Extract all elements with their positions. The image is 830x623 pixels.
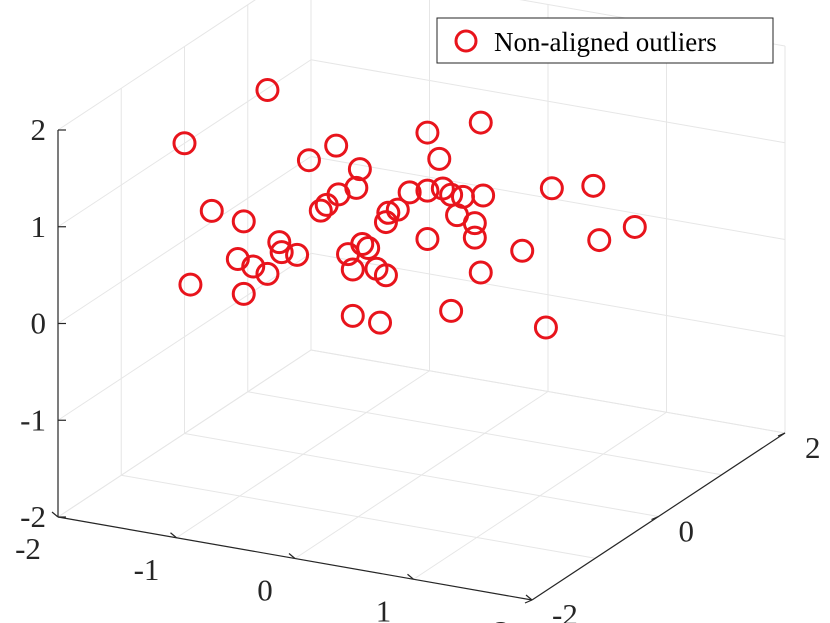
z-tick-label: 1 [31, 209, 47, 244]
data-point [373, 263, 398, 288]
data-point [285, 242, 310, 267]
data-point [172, 131, 197, 156]
data-point [324, 133, 349, 158]
data-point [178, 272, 203, 297]
data-point [356, 235, 381, 260]
axes [51, 129, 786, 604]
data-point [199, 198, 224, 223]
x-tick-label: -2 [15, 531, 41, 566]
grid-line [57, 59, 312, 228]
y-tick-label: -2 [552, 597, 578, 623]
data-point [255, 261, 280, 286]
y-tick-label: 2 [805, 430, 821, 465]
x-tick-mark [525, 594, 533, 601]
data-point [225, 247, 250, 272]
z-tick-label: -1 [20, 402, 46, 437]
legend-marker [454, 29, 478, 53]
data-point [533, 315, 558, 340]
z-tick-label: -2 [20, 499, 46, 534]
legend: Non-aligned outliers [436, 17, 774, 64]
grid-line [184, 433, 659, 517]
data-point [350, 232, 375, 257]
data-point [539, 176, 564, 201]
data-point [397, 180, 422, 205]
data-point [368, 310, 393, 335]
data-point [415, 227, 440, 251]
grid-lines [57, 0, 786, 601]
data-point [622, 214, 647, 239]
data-point [267, 230, 292, 255]
data-point [241, 254, 266, 279]
data-point [415, 120, 440, 145]
legend-label: Non-aligned outliers [494, 27, 717, 57]
grid-line [57, 156, 312, 324]
x-tick-mark [407, 573, 414, 580]
y-tick-mark [777, 432, 786, 437]
data-point [231, 209, 256, 234]
grid-line [310, 59, 786, 144]
grid-line [247, 391, 722, 476]
x-tick-label: 0 [257, 573, 273, 608]
grid-line [413, 411, 667, 580]
data-point [231, 281, 256, 306]
x-tick-mark [51, 511, 59, 518]
x-tick-label: 1 [376, 593, 392, 623]
data-point [462, 225, 487, 250]
data-point [296, 148, 321, 173]
data-points [172, 78, 647, 340]
x-tick-mark [288, 553, 296, 559]
data-point [427, 146, 452, 171]
data-point [462, 211, 487, 236]
data-point [415, 178, 440, 203]
data-point [308, 198, 333, 223]
data-point [510, 238, 535, 263]
data-point [471, 183, 496, 208]
data-point [340, 303, 365, 328]
y-tick-mark [524, 599, 533, 604]
grid-line [310, 349, 786, 434]
x-tick-label: -1 [134, 552, 160, 587]
data-point [255, 78, 280, 103]
y-tick-mark [651, 515, 659, 521]
data-point [385, 197, 410, 222]
x-tick-mark [170, 532, 177, 539]
tick-labels: -2 -1 0 1 2 -2 0 2 -2 -1 0 1 2 [15, 112, 820, 623]
z-tick-label: 2 [31, 112, 47, 147]
data-point [347, 157, 372, 182]
z-tick-label: 0 [31, 306, 47, 341]
data-point [373, 210, 398, 235]
data-point [587, 228, 612, 253]
grid-line [57, 0, 256, 131]
data-point [468, 260, 493, 285]
legend-box [436, 17, 774, 64]
y-tick-label: 0 [679, 514, 695, 549]
data-point [581, 173, 606, 198]
data-point [269, 240, 294, 265]
data-point [340, 257, 365, 282]
data-point [468, 110, 493, 135]
data-point [344, 175, 369, 200]
x-tick-label: 2 [494, 614, 510, 623]
data-point [439, 298, 464, 323]
